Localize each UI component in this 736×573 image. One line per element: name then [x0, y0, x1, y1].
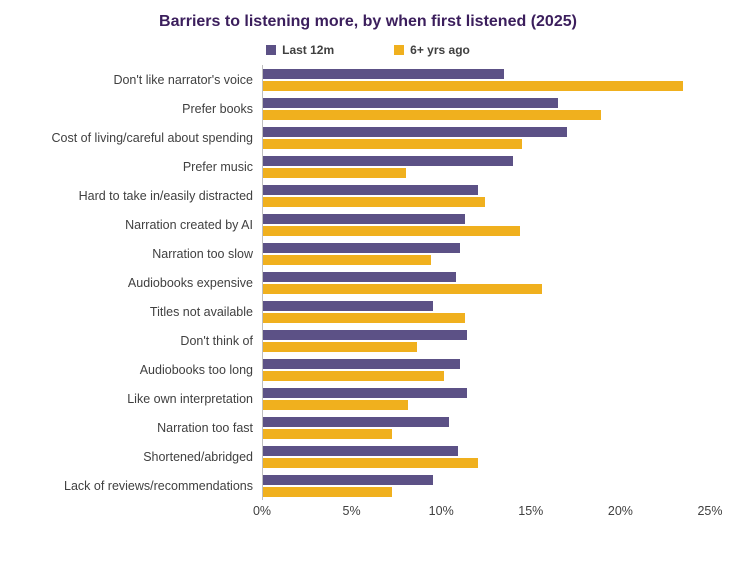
category-label: Narration too fast [157, 420, 253, 435]
bar-group [262, 355, 710, 384]
bar-group [262, 442, 710, 471]
legend-label-6plus-yrs: 6+ yrs ago [410, 43, 470, 57]
bar-6plus-yrs [263, 225, 521, 236]
x-axis-tick: 10% [428, 504, 454, 518]
bar-last-12m [263, 416, 449, 427]
chart-row: Audiobooks expensive [0, 268, 736, 297]
category-label: Narration created by AI [125, 217, 253, 232]
x-axis-spacer [0, 504, 262, 522]
bar-6plus-yrs [263, 486, 392, 497]
chart-row: Like own interpretation [0, 384, 736, 413]
bar-group [262, 152, 710, 181]
bar-6plus-yrs [263, 196, 485, 207]
legend-swatch-6plus-yrs [394, 45, 405, 55]
chart-row: Lack of reviews/recommendations [0, 471, 736, 500]
legend: Last 12m 6+ yrs ago [0, 43, 736, 57]
x-axis-tick: 5% [342, 504, 361, 518]
bar-6plus-yrs [263, 109, 601, 120]
bar-last-12m [263, 155, 514, 166]
bar-group [262, 268, 710, 297]
x-axis-ticks: 0% 5% 10% 15% 20% 25% [253, 504, 723, 522]
chart-row: Don't like narrator's voice [0, 65, 736, 94]
chart-row: Narration too fast [0, 413, 736, 442]
bar-group [262, 123, 710, 152]
bar-last-12m [263, 213, 466, 224]
bar-last-12m [263, 329, 467, 340]
bar-last-12m [263, 184, 478, 195]
category-label: Audiobooks too long [139, 362, 253, 377]
legend-item-last-12m: Last 12m [266, 43, 334, 57]
x-axis-tick: 15% [518, 504, 544, 518]
bar-rows: Don't like narrator's voice Prefer books C… [0, 65, 736, 500]
bar-6plus-yrs [263, 428, 392, 439]
legend-label-last-12m: Last 12m [282, 43, 335, 57]
category-label: Don't think of [180, 333, 253, 348]
bar-last-12m [263, 358, 460, 369]
bar-group [262, 384, 710, 413]
bar-6plus-yrs [263, 138, 523, 149]
bar-last-12m [263, 387, 467, 398]
category-label: Prefer music [182, 159, 253, 174]
bar-last-12m [263, 68, 505, 79]
bar-group [262, 471, 710, 500]
chart-title: Barriers to listening more, by when firs… [159, 13, 577, 30]
chart-row: Prefer music [0, 152, 736, 181]
bar-6plus-yrs [263, 254, 432, 265]
chart-row: Narration too slow [0, 239, 736, 268]
bar-last-12m [263, 445, 458, 456]
bar-last-12m [263, 242, 460, 253]
bar-group [262, 297, 710, 326]
x-axis-tick: 0% [252, 504, 272, 518]
chart-row: Audiobooks too long [0, 355, 736, 384]
x-axis: 0% 5% 10% 15% 20% 25% [0, 504, 736, 522]
category-label: Audiobooks expensive [127, 275, 253, 290]
chart-row: Hard to take in/easily distracted [0, 181, 736, 210]
bar-last-12m [263, 97, 559, 108]
bar-6plus-yrs [263, 80, 684, 91]
chart-row: Narration created by AI [0, 210, 736, 239]
bar-group [262, 413, 710, 442]
bar-6plus-yrs [263, 341, 417, 352]
category-label: Narration too slow [152, 246, 253, 261]
chart-row: Cost of living/careful about spending [0, 123, 736, 152]
bar-last-12m [263, 300, 433, 311]
bar-group [262, 210, 710, 239]
category-label: Like own interpretation [127, 391, 253, 406]
x-axis-tick: 25% [697, 504, 723, 518]
category-label: Hard to take in/easily distracted [78, 188, 253, 203]
category-label: Shortened/abridged [143, 449, 253, 464]
bar-group [262, 181, 710, 210]
bar-last-12m [263, 126, 567, 137]
bar-6plus-yrs [263, 457, 478, 468]
chart-row: Prefer books [0, 94, 736, 123]
chart-row: Don't think of [0, 326, 736, 355]
bar-6plus-yrs [263, 283, 542, 294]
plot-area: Don't like narrator's voice Prefer books C… [0, 65, 736, 522]
category-label: Lack of reviews/recommendations [64, 478, 253, 493]
bar-6plus-yrs [263, 167, 407, 178]
bar-group [262, 94, 710, 123]
legend-item-6plus-yrs: 6+ yrs ago [394, 43, 470, 57]
x-axis-tick: 20% [607, 504, 633, 518]
legend-swatch-last-12m [266, 45, 277, 55]
bar-group [262, 239, 710, 268]
category-label: Prefer books [182, 101, 253, 116]
category-label: Titles not available [149, 304, 253, 319]
chart-row: Shortened/abridged [0, 442, 736, 471]
category-label: Cost of living/careful about spending [51, 130, 253, 145]
bar-6plus-yrs [263, 370, 444, 381]
bar-group [262, 65, 710, 94]
chart-row: Titles not available [0, 297, 736, 326]
bar-last-12m [263, 474, 433, 485]
bar-group [262, 326, 710, 355]
bar-6plus-yrs [263, 312, 466, 323]
bar-6plus-yrs [263, 399, 408, 410]
category-label: Don't like narrator's voice [113, 72, 253, 87]
bar-last-12m [263, 271, 457, 282]
